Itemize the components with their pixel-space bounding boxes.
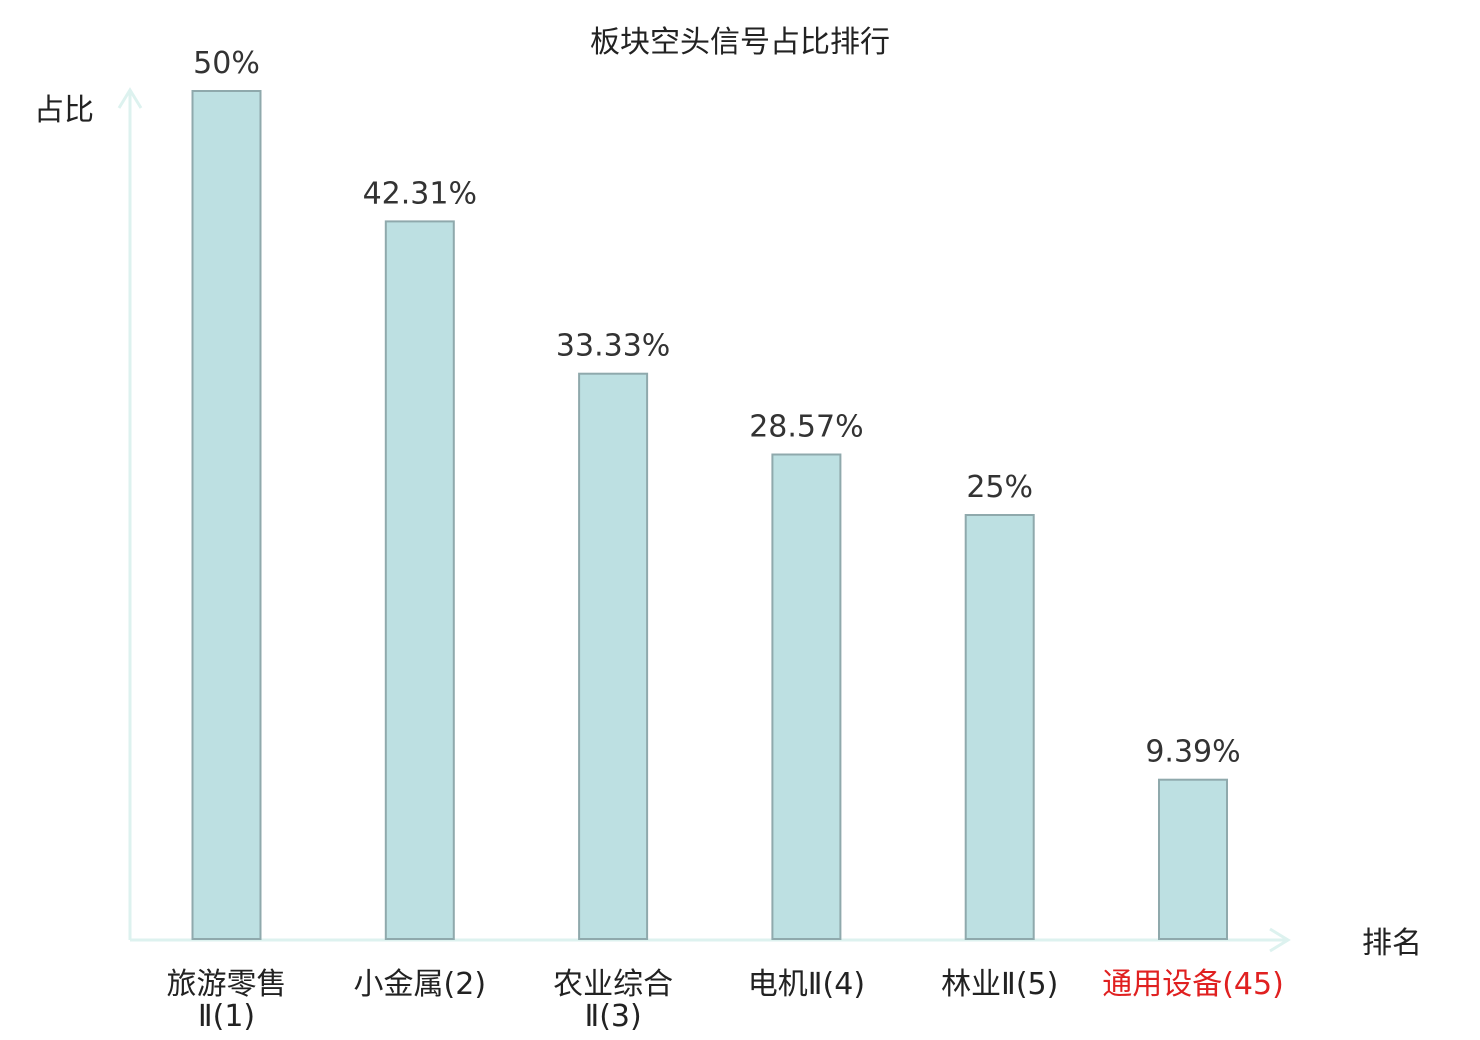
value-label-6: 9.39% xyxy=(1145,735,1240,770)
x-axis-label: 排名 xyxy=(1362,926,1422,961)
x-tick-label-5: 林业Ⅱ(5) xyxy=(941,967,1058,1002)
value-label-5: 25% xyxy=(966,470,1033,505)
chart-title: 板块空头信号占比排行 xyxy=(590,25,890,60)
y-axis xyxy=(117,87,143,940)
x-tick-label-6: 通用设备(45) xyxy=(1102,967,1284,1002)
value-label-2: 42.31% xyxy=(363,176,477,211)
bar-5 xyxy=(964,514,1035,940)
bar-2 xyxy=(384,220,455,940)
value-label-3: 33.33% xyxy=(556,329,670,364)
value-labels-group: 50% 42.31% 33.33% 28.57% 25% 9.39% xyxy=(193,46,1241,770)
x-tick-label-3-line-2: Ⅱ(3) xyxy=(584,999,641,1034)
value-label-1: 50% xyxy=(193,46,260,81)
x-tick-label-1-line-1: 旅游零售 xyxy=(167,967,287,1002)
bar-1 xyxy=(191,90,262,940)
y-axis-label: 占比 xyxy=(34,93,94,128)
x-tick-label-2: 小金属(2) xyxy=(354,967,487,1002)
value-label-4: 28.57% xyxy=(749,410,863,445)
x-tick-label-3-line-1: 农业综合 xyxy=(553,967,673,1002)
x-tick-label-4: 电机Ⅱ(4) xyxy=(748,967,865,1002)
bar-3 xyxy=(578,372,649,940)
bar-4 xyxy=(771,453,842,940)
bars-group xyxy=(191,90,1228,941)
x-axis xyxy=(130,927,1291,953)
x-tick-label-1-line-2: Ⅱ(1) xyxy=(198,999,255,1034)
bar-6 xyxy=(1158,778,1228,941)
